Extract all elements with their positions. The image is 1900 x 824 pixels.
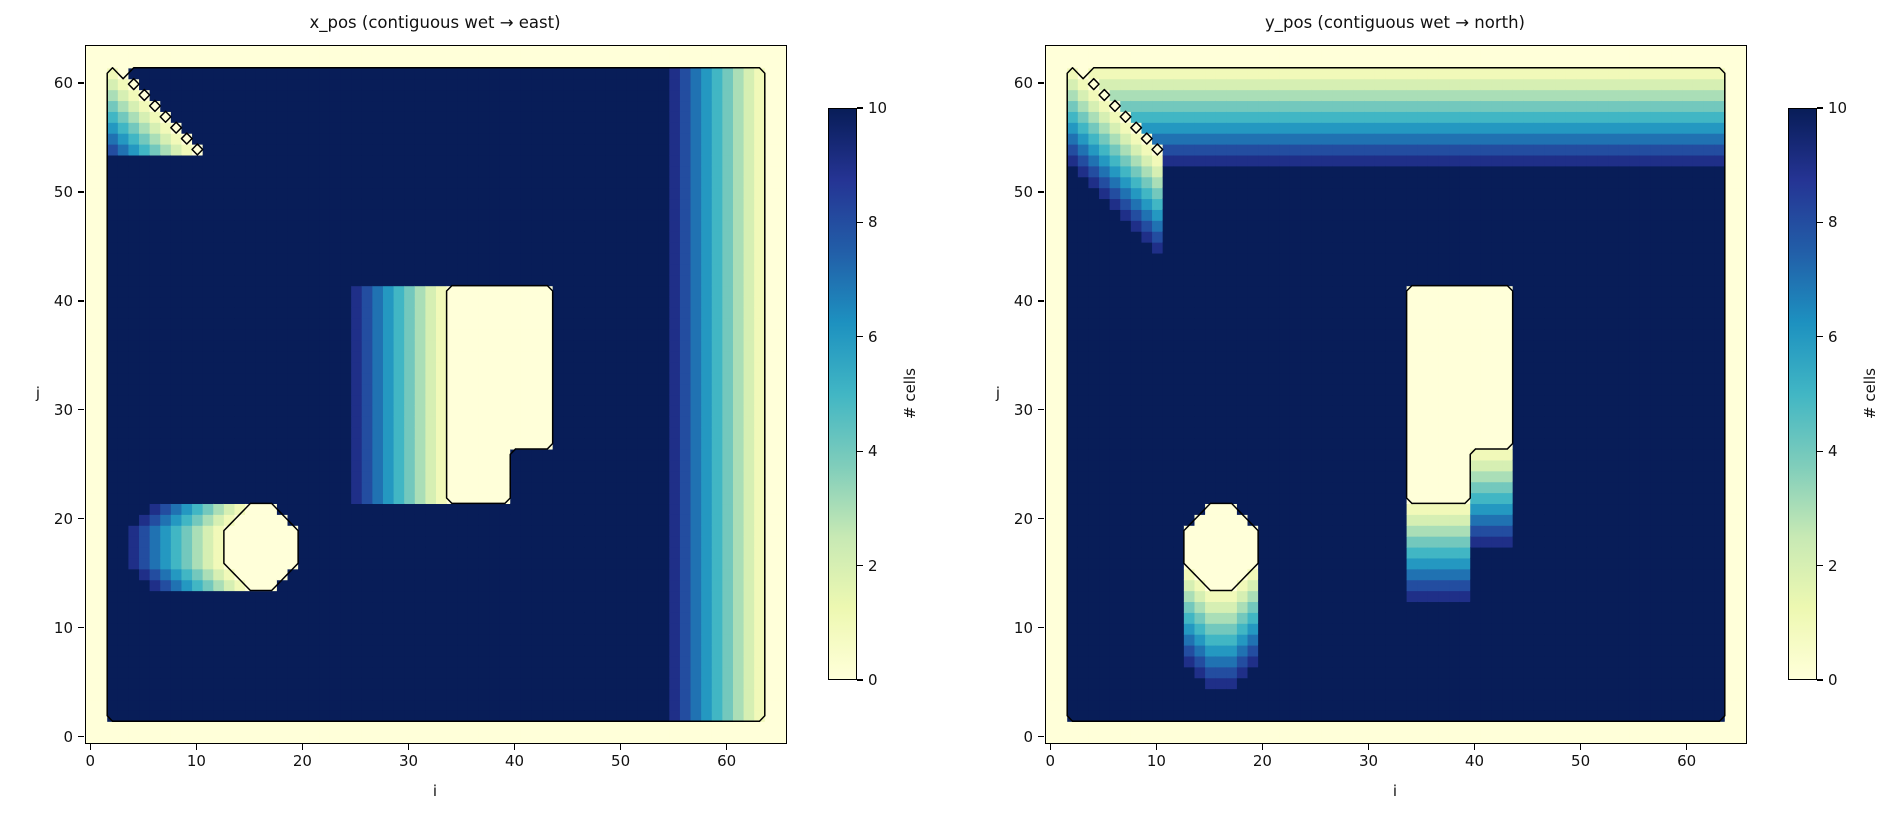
y-tick-mark bbox=[1037, 191, 1044, 193]
colorbar-gradient bbox=[828, 108, 857, 680]
colorbar-tick-mark bbox=[1817, 107, 1823, 109]
x-tick-mark bbox=[1686, 743, 1688, 750]
x-tick-mark bbox=[301, 743, 304, 750]
colorbar-tick-label: 2 bbox=[1828, 556, 1838, 575]
x-tick-label: 30 bbox=[398, 752, 419, 770]
y-tick-mark bbox=[77, 626, 84, 629]
y-tick-mark bbox=[1037, 409, 1044, 411]
heatmap-axes bbox=[85, 45, 787, 744]
y-axis-label: j bbox=[995, 383, 1001, 402]
colorbar-tick-mark bbox=[857, 336, 863, 338]
x-tick-mark bbox=[89, 743, 91, 750]
y-tick-mark bbox=[77, 409, 84, 411]
x-axis-label: i bbox=[432, 782, 438, 800]
colorbar-tick-mark bbox=[1817, 679, 1823, 681]
y-tick-label: 30 bbox=[53, 400, 73, 419]
colorbar-tick-mark bbox=[857, 450, 863, 452]
x-tick-mark bbox=[1155, 743, 1157, 750]
x-tick-mark bbox=[195, 743, 197, 750]
x-tick-label: 50 bbox=[1571, 752, 1591, 770]
y-tick-label: 20 bbox=[53, 509, 73, 528]
colorbar-tick-label: 10 bbox=[868, 99, 888, 117]
x-tick-label: 0 bbox=[85, 752, 96, 770]
colorbar-tick-label: 6 bbox=[868, 327, 878, 346]
heatmap-canvas bbox=[1046, 46, 1746, 743]
colorbar-tick-label: 4 bbox=[1828, 442, 1838, 461]
colorbar-tick-label: 8 bbox=[1828, 213, 1838, 232]
x-tick-mark bbox=[1579, 743, 1582, 750]
x-tick-label: 60 bbox=[717, 752, 737, 770]
y-tick-label: 20 bbox=[1013, 509, 1033, 528]
y-tick-mark bbox=[1037, 626, 1044, 629]
y-tick-label: 60 bbox=[53, 74, 73, 93]
x-tick-label: 10 bbox=[186, 752, 206, 770]
y-tick-label: 50 bbox=[53, 183, 73, 202]
y-tick-label: 40 bbox=[1013, 291, 1033, 310]
x-tick-mark bbox=[513, 743, 516, 750]
plot-title: x_pos (contiguous wet → east) bbox=[309, 13, 561, 32]
colorbar-tick-label: 4 bbox=[868, 442, 878, 461]
colorbar-tick-mark bbox=[1817, 221, 1823, 224]
colorbar-tick-label: 8 bbox=[868, 213, 878, 232]
x-tick-mark bbox=[407, 743, 410, 750]
x-tick-label: 30 bbox=[1358, 752, 1379, 770]
y-tick-mark bbox=[77, 300, 84, 302]
y-axis-label: j bbox=[35, 383, 41, 402]
y-tick-label: 30 bbox=[1013, 400, 1033, 419]
x-tick-label: 20 bbox=[292, 752, 312, 770]
x-tick-mark bbox=[1367, 743, 1370, 750]
colorbar-tick-mark bbox=[1817, 336, 1823, 338]
colorbar-tick-mark bbox=[857, 564, 863, 567]
x-tick-label: 10 bbox=[1146, 752, 1166, 770]
x-tick-mark bbox=[1473, 743, 1476, 750]
y-tick-mark bbox=[1037, 735, 1044, 738]
colorbar-tick-mark bbox=[1817, 564, 1823, 567]
colorbar-tick-label: 2 bbox=[868, 556, 878, 575]
y-tick-mark bbox=[1037, 82, 1044, 84]
x-tick-label: 40 bbox=[1464, 752, 1485, 770]
y-tick-mark bbox=[1037, 300, 1044, 302]
x-tick-mark bbox=[619, 743, 622, 750]
colorbar-tick-label: 0 bbox=[868, 671, 878, 689]
colorbar-tick-mark bbox=[857, 221, 863, 224]
y-tick-label: 0 bbox=[1023, 727, 1033, 746]
plot-title: y_pos (contiguous wet → north) bbox=[1265, 13, 1525, 32]
heatmap-canvas bbox=[86, 46, 786, 743]
colorbar-tick-label: 0 bbox=[1828, 671, 1838, 689]
colorbar-tick-mark bbox=[857, 107, 863, 109]
y-tick-label: 50 bbox=[1013, 183, 1033, 202]
x-tick-label: 50 bbox=[611, 752, 631, 770]
y-tick-mark bbox=[77, 191, 84, 193]
colorbar-tick-mark bbox=[1817, 450, 1823, 452]
x-tick-mark bbox=[726, 743, 728, 750]
x-tick-label: 0 bbox=[1045, 752, 1056, 770]
x-axis-label: i bbox=[1392, 782, 1398, 800]
y-tick-label: 0 bbox=[63, 727, 73, 746]
x-tick-label: 60 bbox=[1677, 752, 1697, 770]
colorbar-gradient bbox=[1788, 108, 1817, 680]
y-tick-label: 40 bbox=[53, 291, 73, 310]
y-tick-label: 10 bbox=[1013, 618, 1033, 637]
y-tick-mark bbox=[77, 82, 84, 84]
x-tick-label: 20 bbox=[1252, 752, 1272, 770]
colorbar-label: # cells bbox=[1861, 368, 1879, 420]
x-tick-mark bbox=[1261, 743, 1264, 750]
y-tick-label: 60 bbox=[1013, 74, 1033, 93]
colorbar-tick-label: 10 bbox=[1828, 99, 1848, 117]
y-tick-mark bbox=[77, 518, 84, 520]
y-tick-mark bbox=[1037, 518, 1044, 520]
colorbar-tick-mark bbox=[857, 679, 863, 681]
y-tick-label: 10 bbox=[53, 618, 73, 637]
x-tick-mark bbox=[1049, 743, 1051, 750]
x-tick-label: 40 bbox=[504, 752, 525, 770]
colorbar-tick-label: 6 bbox=[1828, 327, 1838, 346]
heatmap-axes bbox=[1045, 45, 1747, 744]
colorbar-label: # cells bbox=[901, 368, 919, 420]
y-tick-mark bbox=[77, 735, 84, 738]
